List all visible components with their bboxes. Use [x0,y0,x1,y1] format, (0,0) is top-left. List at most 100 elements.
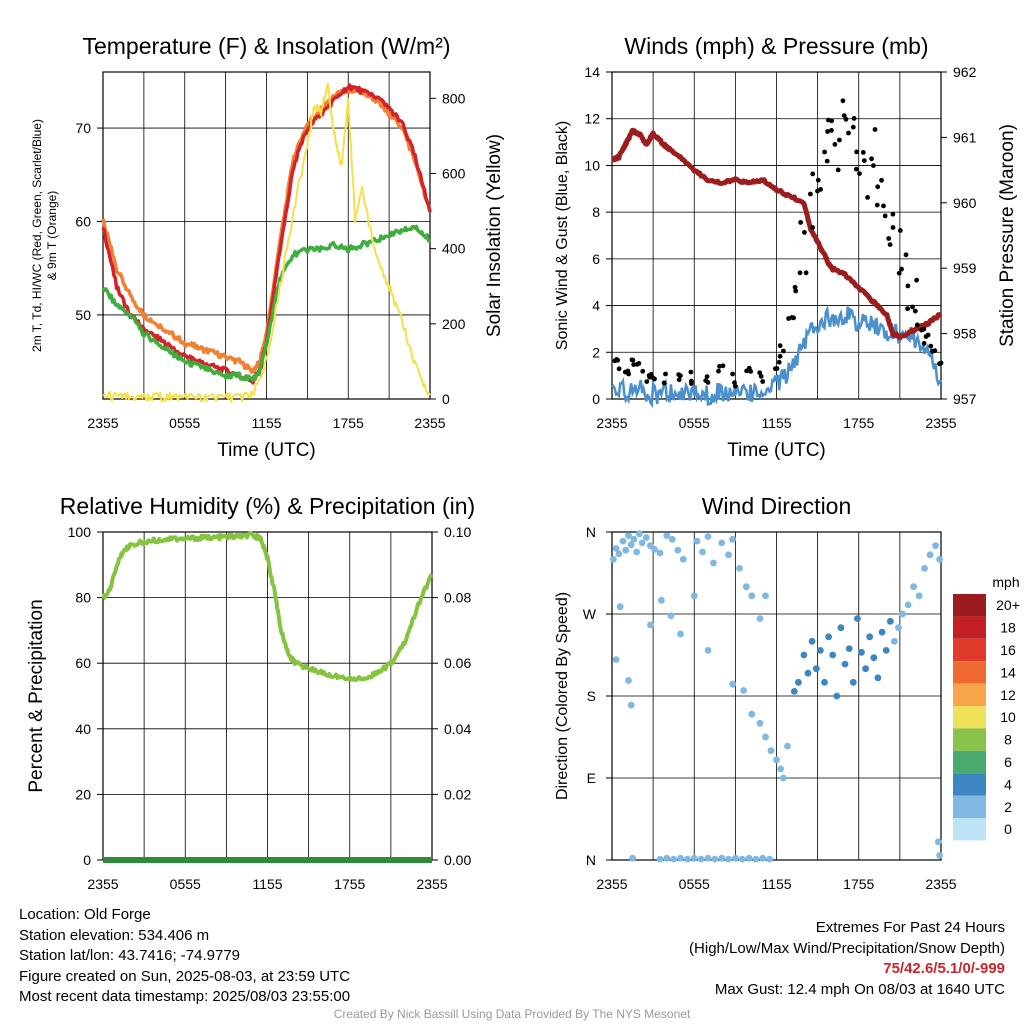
direction-point [668,535,676,543]
gust-point [896,270,902,276]
x-tick-label: 2355 [416,876,447,892]
y-tick-label: 2 [592,344,600,360]
gust-point [841,113,847,118]
direction-point [627,541,635,549]
direction-point [656,549,664,557]
direction-point [615,550,623,558]
x-tick-label: 0555 [679,415,710,431]
direction-point [849,678,857,686]
y-tick-label: 20 [75,786,91,802]
y-tick-label: 8 [592,204,600,220]
direction-point [833,692,841,700]
gust-point [777,353,783,359]
gust-point [882,213,888,219]
legend-label: 0 [1004,821,1012,837]
direction-point [704,854,712,862]
direction-point [812,665,820,673]
legend-swatch [953,795,986,818]
direction-point [710,559,717,567]
direction-ylabel: Direction (Colored By Speed) [554,592,571,800]
direction-point [693,537,701,545]
humidity-title: Relative Humidity (%) & Precipitation (i… [60,493,475,519]
gust-point [860,150,866,155]
direction-point [736,565,743,572]
direction-point [711,855,719,863]
y2-tick-label: 0.06 [444,655,471,671]
gust-point [717,363,722,369]
direction-point [915,592,923,600]
direction-point [740,687,747,694]
direction-point [684,855,691,863]
y2-tick-label: 400 [442,241,466,257]
legend-label: 18 [1000,620,1016,636]
direction-point [825,633,832,641]
gust-point [815,188,820,194]
gust-point [854,149,859,155]
gust-point [869,156,874,162]
y-tick-label: 60 [75,213,91,229]
y-tick-label: 40 [75,721,91,737]
gust-point [871,163,876,169]
legend-swatch [953,616,986,639]
extremes-heading: Extremes For Past 24 Hours [815,919,1005,936]
direction-point [936,852,943,859]
direction-point [729,535,736,543]
gust-point [899,266,904,272]
direction-point [932,542,939,550]
gust-point [661,380,667,386]
series-humidity [101,531,434,682]
gust-point [626,371,631,377]
y2-tick-label: 800 [442,90,466,106]
direction-point [667,612,675,620]
legend-label: 2 [1004,799,1012,815]
winds-y2label: Station Pressure (Maroon) [997,124,1018,347]
direction-point [762,592,769,600]
direction-point [725,855,732,863]
gust-point [829,127,834,133]
y-tick-label: N [586,524,596,540]
gust-point [850,124,856,130]
gust-point [921,326,927,332]
gust-point [676,377,682,383]
direction-points [610,530,943,863]
gust-point [843,116,849,122]
elevation-text: Station elevation: 534.406 m [19,926,210,944]
gust-point [652,376,657,382]
direction-point [878,628,886,636]
y-tick-label: 14 [584,64,600,80]
gust-point [730,371,735,377]
direction-point [633,548,641,556]
y-tick-label: W [583,606,597,622]
gust-point [826,117,831,123]
gust-point [615,357,621,363]
gust-point [789,315,795,320]
figure: Temperature (F) & Insolation (W/m²) 2355 0… [26,33,1020,892]
x-tick-label: 2355 [925,415,956,431]
gust-point [903,252,909,258]
gust-point [640,368,646,374]
direction-point [841,660,849,668]
legend-label: 10 [1000,709,1016,725]
direction-point [934,838,942,846]
gust-point [832,142,838,147]
y2-tick-label: 957 [953,391,977,407]
gust-point [824,158,830,164]
gust-point [874,202,880,208]
direction-point [808,637,816,645]
gust-point [914,277,919,283]
direction-point [936,555,943,563]
x-tick-label: 2355 [596,876,627,892]
series-gust [612,98,944,389]
gust-point [835,167,841,173]
legend-label: 4 [1004,776,1012,792]
legend-label: 14 [1000,664,1016,680]
x-tick-label: 2355 [596,415,627,431]
x-tick-label: 1155 [252,876,282,892]
direction-point [766,855,773,863]
recent-data-text: Most recent data timestamp: 2025/08/03 2… [19,988,351,1005]
y2-tick-label: 0.10 [444,524,471,540]
direction-point [670,855,678,863]
legend-label: 16 [1000,642,1016,658]
gust-point [881,203,886,209]
